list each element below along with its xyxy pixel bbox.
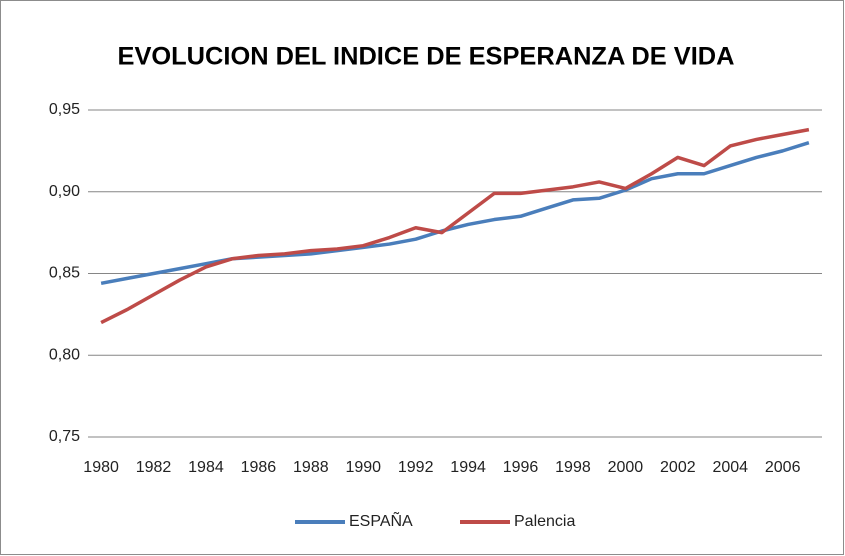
x-tick-label: 2000 [608, 459, 644, 476]
x-tick-label: 1980 [83, 459, 119, 476]
x-tick-label: 1996 [503, 459, 539, 476]
y-tick-label: 0,75 [49, 428, 80, 445]
x-tick-label: 1998 [555, 459, 591, 476]
x-tick-label: 1984 [188, 459, 224, 476]
series-line [100, 127, 810, 325]
x-tick-label: 1990 [345, 459, 381, 476]
x-tick-label: 2006 [765, 459, 801, 476]
x-tick-label: 1992 [398, 459, 434, 476]
legend-label: Palencia [514, 513, 575, 530]
y-tick-label: 0,85 [49, 265, 80, 282]
chart-title: EVOLUCION DEL INDICE DE ESPERANZA DE VID… [118, 43, 735, 71]
y-tick-label: 0,90 [49, 183, 80, 200]
x-tick-label: 2002 [660, 459, 696, 476]
y-tick-label: 0,95 [49, 101, 80, 118]
x-tick-label: 1982 [136, 459, 172, 476]
y-tick-label: 0,80 [49, 346, 80, 363]
x-tick-label: 1994 [450, 459, 486, 476]
x-tick-label: 1988 [293, 459, 329, 476]
x-tick-label: 2004 [712, 459, 748, 476]
legend-label: ESPAÑA [349, 510, 413, 530]
x-tick-label: 1986 [241, 459, 277, 476]
